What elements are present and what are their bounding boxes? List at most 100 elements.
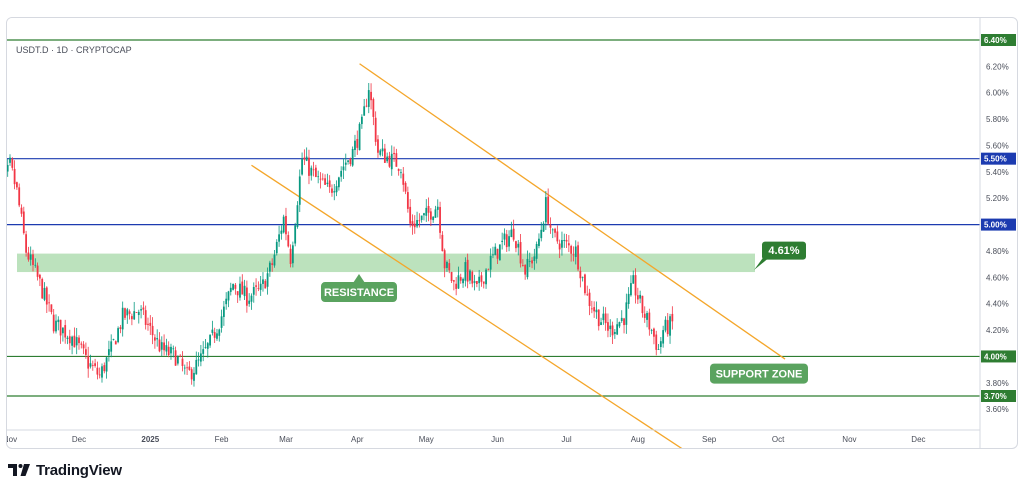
x-tick-label: Jun (491, 435, 504, 444)
candle (627, 293, 630, 305)
candle (443, 250, 446, 269)
candle (574, 246, 577, 257)
candle (386, 156, 389, 162)
price-chart[interactable]: 6.20% 6.00% 5.80% 5.60% 5.40% 5.20% 4.80% 4.60%… (7, 18, 1017, 448)
candle (602, 313, 605, 321)
candle (291, 245, 294, 264)
candle (243, 285, 246, 297)
candle (625, 302, 628, 325)
candle (370, 91, 372, 101)
x-tick-label: Nov (7, 435, 17, 444)
candle (220, 316, 223, 328)
candle (554, 228, 556, 233)
candle (107, 349, 110, 356)
candle (124, 308, 126, 318)
candle (581, 276, 584, 278)
candle (471, 271, 474, 284)
candle (218, 329, 221, 336)
candle (593, 307, 596, 312)
candle (337, 177, 340, 188)
candle (133, 311, 136, 320)
candle (556, 231, 559, 242)
candle (319, 178, 322, 180)
candle (64, 325, 67, 338)
x-tick-label: Jul (561, 435, 571, 444)
candle (669, 316, 671, 336)
candle (590, 308, 593, 310)
candle (25, 234, 27, 253)
candle (20, 207, 23, 214)
level-badge (981, 350, 1016, 363)
y-tick-label: 3.80% (986, 379, 1009, 388)
candle (517, 243, 520, 248)
candle (213, 332, 216, 338)
candle (294, 225, 297, 244)
candle (558, 243, 561, 250)
candle (252, 286, 255, 295)
tradingview-brand[interactable]: TradingView (8, 460, 122, 480)
resistance-callout (321, 282, 397, 303)
candle (268, 262, 271, 272)
symbol-label: USDT.D · 1D · CRYPTOCAP (16, 45, 132, 55)
candle (639, 294, 642, 299)
candle (459, 277, 462, 281)
candle (473, 281, 476, 283)
candle (195, 359, 198, 375)
candle (600, 322, 602, 325)
candle (128, 311, 131, 314)
y-tick-label: 3.60% (986, 405, 1009, 414)
chart-frame[interactable]: 6.20% 6.00% 5.80% 5.60% 5.40% 5.20% 4.80% 4.60%… (6, 17, 1018, 449)
candle (82, 344, 85, 349)
candle (91, 365, 94, 366)
candle (475, 280, 478, 285)
candle (296, 205, 299, 227)
candle (650, 329, 653, 331)
candle (165, 345, 168, 352)
candle (648, 312, 651, 330)
candle (448, 263, 451, 271)
x-tick-label: Mar (279, 435, 293, 444)
candle (510, 229, 513, 238)
candle (381, 148, 384, 152)
candle (420, 215, 423, 220)
candle (114, 341, 117, 345)
candle (204, 346, 207, 348)
candle (117, 328, 119, 343)
candle (15, 182, 18, 188)
candle (397, 168, 400, 171)
candle (280, 230, 283, 234)
candle (151, 325, 154, 336)
y-tick-label: 6.00% (986, 89, 1009, 98)
level-badge-label: 6.40% (984, 36, 1007, 45)
candle (496, 248, 499, 259)
candle (439, 207, 441, 233)
candle (32, 254, 34, 265)
candle (388, 155, 391, 167)
candle (632, 275, 635, 284)
candle (11, 158, 14, 168)
candle (55, 320, 57, 332)
candle (487, 269, 490, 271)
candle (328, 180, 331, 188)
candle (174, 350, 177, 366)
candle (358, 123, 361, 151)
candle (73, 335, 76, 348)
candle (494, 246, 497, 256)
candle (103, 365, 106, 372)
x-tick-label: 2025 (141, 435, 159, 444)
candle (636, 295, 639, 300)
candle (342, 166, 345, 171)
candle (572, 254, 575, 256)
candle (418, 220, 421, 222)
candle (646, 313, 648, 320)
candle (586, 294, 589, 296)
candle (324, 178, 326, 185)
candle (153, 337, 156, 341)
candle (87, 355, 90, 369)
candle (158, 339, 161, 352)
candle (409, 206, 412, 224)
candle (22, 211, 25, 234)
candle (264, 280, 267, 289)
candle (616, 324, 619, 335)
level-badge-label: 4.00% (984, 352, 1007, 361)
